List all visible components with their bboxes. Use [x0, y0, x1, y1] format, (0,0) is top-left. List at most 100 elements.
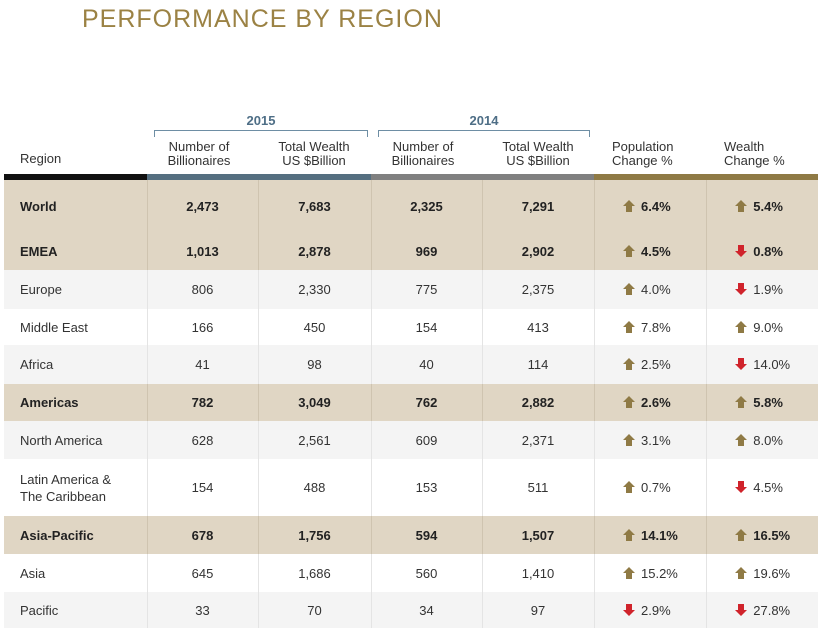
- wealth-2014-cell: 97: [482, 592, 595, 628]
- change-value: 2.9%: [641, 602, 671, 618]
- wealth-2014-cell: 7,291: [482, 180, 595, 232]
- header-line: Total Wealth: [502, 139, 574, 154]
- header-line: Billionaires: [167, 153, 231, 168]
- billionaires-2015-cell: 154: [147, 459, 259, 516]
- billionaires-2015-cell: 806: [147, 270, 259, 309]
- change-value: 4.5%: [753, 480, 783, 495]
- wealth-2014-cell: 511: [482, 459, 595, 516]
- wealth-change-cell: 5.8%: [706, 384, 818, 421]
- table-row: Pacific 33 70 34 97 2.9% 27.8%: [4, 592, 818, 628]
- billionaires-2015-cell: 1,013: [147, 232, 259, 270]
- change-value: 4.0%: [641, 282, 671, 297]
- change-value-wrap: 2.5%: [608, 357, 692, 372]
- header-line: Total Wealth: [278, 139, 350, 154]
- population-change-cell: 2.9%: [594, 592, 707, 628]
- wealth-2014-cell: 413: [482, 309, 595, 345]
- wealth-2014-cell: 1,507: [482, 516, 595, 554]
- arrow-up-icon: [734, 395, 748, 409]
- billionaires-2014-cell: 2,325: [371, 180, 483, 232]
- change-value: 14.0%: [753, 357, 791, 372]
- wealth-2014-cell: 2,371: [482, 421, 595, 459]
- wealth-2015-cell: 450: [258, 309, 372, 345]
- region-cell: Asia: [4, 554, 148, 592]
- arrow-up-icon: [622, 282, 636, 296]
- change-value: 3.1%: [641, 432, 671, 448]
- year-2014-bracket: [378, 130, 590, 137]
- region-cell: Middle East: [4, 309, 148, 345]
- change-value-wrap: 16.5%: [720, 528, 804, 543]
- wealth-change-cell: 8.0%: [706, 421, 818, 459]
- change-value: 2.6%: [641, 395, 671, 410]
- population-change-cell: 14.1%: [594, 516, 707, 554]
- change-value-wrap: 4.0%: [608, 282, 692, 297]
- change-value: 8.0%: [753, 432, 783, 448]
- change-value-wrap: 8.0%: [720, 433, 804, 448]
- change-value-wrap: 5.4%: [720, 199, 804, 214]
- arrow-up-icon: [622, 199, 636, 213]
- change-value-wrap: 9.0%: [720, 320, 804, 335]
- table-row: EMEA 1,013 2,878 969 2,902 4.5% 0.8%: [4, 232, 818, 270]
- billionaires-2015-cell: 2,473: [147, 180, 259, 232]
- billionaires-2014-cell: 762: [371, 384, 483, 421]
- arrow-down-icon: [734, 603, 748, 617]
- change-value: 16.5%: [753, 527, 791, 543]
- population-change-cell: 4.0%: [594, 270, 707, 309]
- change-value-wrap: 4.5%: [720, 480, 804, 495]
- change-value-wrap: 15.2%: [608, 566, 692, 581]
- wealth-2014-cell: 2,375: [482, 270, 595, 309]
- wealth-change-cell: 27.8%: [706, 592, 818, 628]
- change-value: 5.8%: [753, 395, 783, 410]
- change-value: 27.8%: [753, 602, 791, 618]
- billionaires-2014-cell: 594: [371, 516, 483, 554]
- header-wealth-change: Wealth Change %: [724, 140, 785, 168]
- header-bar-2014: [371, 174, 594, 180]
- billionaires-2014-cell: 153: [371, 459, 483, 516]
- wealth-2014-cell: 114: [482, 345, 595, 384]
- change-value-wrap: 0.8%: [720, 244, 804, 259]
- table-row: Asia-Pacific 678 1,756 594 1,507 14.1% 16.5%: [4, 516, 818, 554]
- change-value: 14.1%: [641, 527, 678, 543]
- change-value-wrap: 0.7%: [608, 480, 692, 495]
- wealth-change-cell: 14.0%: [706, 345, 818, 384]
- billionaires-2015-cell: 41: [147, 345, 259, 384]
- year-2015-bracket: [154, 130, 368, 137]
- arrow-up-icon: [734, 433, 748, 447]
- change-value-wrap: 3.1%: [608, 433, 692, 448]
- arrow-up-icon: [622, 395, 636, 409]
- wealth-change-cell: 19.6%: [706, 554, 818, 592]
- change-value-wrap: 5.8%: [720, 395, 804, 410]
- change-value-wrap: 19.6%: [720, 566, 804, 581]
- wealth-2015-cell: 7,683: [258, 180, 372, 232]
- table-row: Europe 806 2,330 775 2,375 4.0% 1.9%: [4, 270, 818, 309]
- table-row: Middle East 166 450 154 413 7.8% 9.0%: [4, 309, 818, 345]
- arrow-up-icon: [622, 566, 636, 580]
- billionaires-2014-cell: 609: [371, 421, 483, 459]
- change-value: 0.7%: [641, 480, 671, 495]
- change-value-wrap: 2.6%: [608, 395, 692, 410]
- wealth-2014-cell: 2,882: [482, 384, 595, 421]
- change-value: 9.0%: [753, 319, 783, 335]
- change-value-wrap: 6.4%: [608, 199, 692, 214]
- wealth-change-cell: 9.0%: [706, 309, 818, 345]
- billionaires-2015-cell: 628: [147, 421, 259, 459]
- wealth-change-cell: 4.5%: [706, 459, 818, 516]
- billionaires-2015-cell: 166: [147, 309, 259, 345]
- change-value-wrap: 27.8%: [720, 603, 804, 618]
- change-value: 7.8%: [641, 319, 671, 335]
- population-change-cell: 0.7%: [594, 459, 707, 516]
- header-line: Change %: [612, 153, 673, 168]
- arrow-up-icon: [734, 528, 748, 542]
- wealth-2014-cell: 1,410: [482, 554, 595, 592]
- header-line: Population: [612, 139, 674, 154]
- region-cell: Pacific: [4, 592, 148, 628]
- page-title: PERFORMANCE BY REGION: [82, 5, 443, 33]
- table-row: Asia 645 1,686 560 1,410 15.2% 19.6%: [4, 554, 818, 592]
- header-wealth-2014: Total Wealth US $Billion: [482, 140, 594, 168]
- region-cell: Latin America & The Caribbean: [4, 459, 148, 516]
- header-bar-change: [594, 174, 818, 180]
- header-line: Wealth: [724, 139, 765, 154]
- wealth-2015-cell: 1,686: [258, 554, 372, 592]
- change-value: 2.5%: [641, 357, 671, 372]
- wealth-change-cell: 5.4%: [706, 180, 818, 232]
- billionaires-2014-cell: 969: [371, 232, 483, 270]
